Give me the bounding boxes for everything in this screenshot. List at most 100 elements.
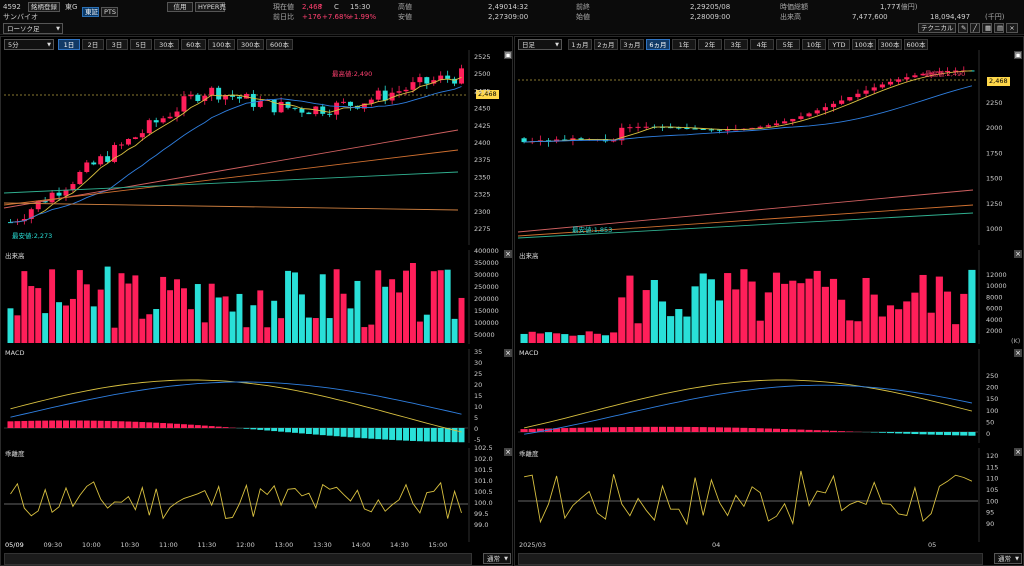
left-macd-hist [416,428,423,442]
left-volume-bar [305,317,312,343]
grid-icon[interactable]: ▦ [982,23,992,33]
left-macd-hist [63,420,69,428]
right-lock-icon[interactable]: ▣ [1014,51,1022,59]
left-volume-bar [160,276,167,343]
rp-period-4[interactable]: 1年 [672,39,696,50]
rp-period-3[interactable]: 6ヵ月 [646,39,670,50]
left-volume-bar [7,308,14,343]
right-candle [725,129,731,131]
left-macd-tick-7: 0 [474,425,478,433]
right-interval-select[interactable]: 日足 [518,39,562,50]
left-candle [237,96,242,99]
left-candle [70,184,76,190]
change-label: 前日比 [273,13,294,21]
right-navigator[interactable] [518,553,983,565]
left-volume-bar [312,318,319,343]
right-volume-bar [553,333,561,343]
lp-period-3[interactable]: 5日 [130,39,152,50]
right-macd-close-icon[interactable]: × [1014,349,1022,357]
rp-period-1[interactable]: 2ヵ月 [594,39,618,50]
right-volume-bar [854,321,862,343]
rp-period-0[interactable]: 1ヵ月 [568,39,592,50]
lp-period-5[interactable]: 60本 [181,39,206,50]
rp-period-11[interactable]: 100本 [852,39,876,50]
left-candle [431,80,437,84]
rp-period-8[interactable]: 5年 [776,39,800,50]
right-macd-hist [528,428,536,432]
left-volume-bar [416,321,423,343]
right-macd-hist [520,429,528,432]
technical-button[interactable]: テクニカル [918,23,956,33]
quote-header: 4592 銘柄登録 東G 東証 PTS サンバイオ 信用 HYPER売 現在値 … [0,0,1024,35]
rp-period-10[interactable]: YTD [828,39,850,50]
left-candle [410,82,416,90]
left-dev-close-icon[interactable]: × [504,448,512,456]
right-candle [570,138,576,141]
left-volume-bar [201,322,208,343]
chart-type-select[interactable]: ローソク足 [3,23,63,34]
left-volume-bar [423,314,430,343]
left-candle [230,94,235,97]
left-volume-close-icon[interactable]: × [504,250,512,258]
right-volume-bar [919,274,927,343]
right-dev-close-icon[interactable]: × [1014,448,1022,456]
left-price-tag: 2,468 [476,90,499,99]
left-macd-close-icon[interactable]: × [504,349,512,357]
left-nav-mode[interactable]: 通常 [483,553,511,564]
register-button[interactable]: 銘柄登録 [28,2,60,12]
left-navigator[interactable] [4,553,472,565]
rp-period-7[interactable]: 4年 [750,39,774,50]
left-lock-icon[interactable]: ▣ [504,51,512,59]
right-volume-close-icon[interactable]: × [1014,250,1022,258]
left-macd-hist [14,421,21,428]
left-volume-bar [347,308,354,343]
lp-period-7[interactable]: 300本 [237,39,264,50]
left-macd-hist [215,426,222,428]
left-macd-hist [271,428,278,432]
right-macd-hist [960,432,968,436]
rp-period-9[interactable]: 10年 [802,39,826,50]
left-volume-bar [375,270,382,343]
right-volume-bar [895,309,903,343]
lp-period-2[interactable]: 3日 [106,39,128,50]
rp-period-6[interactable]: 3年 [724,39,748,50]
left-candle [292,107,298,109]
right-candle [521,138,527,143]
left-macd-hist [257,428,264,430]
right-volume-bar [878,316,886,343]
line-icon[interactable]: ╱ [970,23,980,33]
right-volume-bar [968,269,976,343]
lp-period-0[interactable]: 1日 [58,39,80,50]
left-price-tick-3: 2450 [474,105,491,113]
tosho-button[interactable]: 東証 [82,7,99,17]
pts-button[interactable]: PTS [101,7,118,17]
right-nav-mode[interactable]: 通常 [994,553,1022,564]
rp-period-12[interactable]: 300本 [878,39,902,50]
right-macd-tick-2: 150 [986,395,998,403]
lp-period-4[interactable]: 30本 [154,39,179,50]
lp-period-8[interactable]: 600本 [266,39,293,50]
left-macd-hist [167,423,174,428]
rp-period-5[interactable]: 2年 [698,39,722,50]
rp-period-2[interactable]: 3ヵ月 [620,39,644,50]
rp-period-13[interactable]: 600本 [904,39,928,50]
shinyo-button[interactable]: 信用 [167,2,193,12]
pen-icon[interactable]: ✎ [958,23,968,33]
left-time-tick-5: 11:30 [198,541,217,549]
left-interval-select[interactable]: 5分 [4,39,54,50]
left-macd-hist [90,420,97,428]
right-vol-tick-2: 8000 [986,293,1003,301]
lp-period-6[interactable]: 100本 [208,39,235,50]
right-volume-bar [943,291,952,343]
right-price-tick-5: 1000 [986,225,1003,233]
left-volume-bar [451,318,458,343]
left-macd-hist [139,422,146,428]
hyper-button[interactable]: HYPER売 [195,2,226,12]
layout-icon[interactable]: ▤ [994,23,1004,33]
left-volume-bar [194,284,201,343]
close-icon[interactable]: × [1006,23,1018,33]
lp-period-1[interactable]: 2日 [82,39,104,50]
vol-value: 7,477,600 [852,13,888,21]
current-value: 2,468 [302,3,323,11]
right-dev-title: 乖離度 [519,450,539,458]
